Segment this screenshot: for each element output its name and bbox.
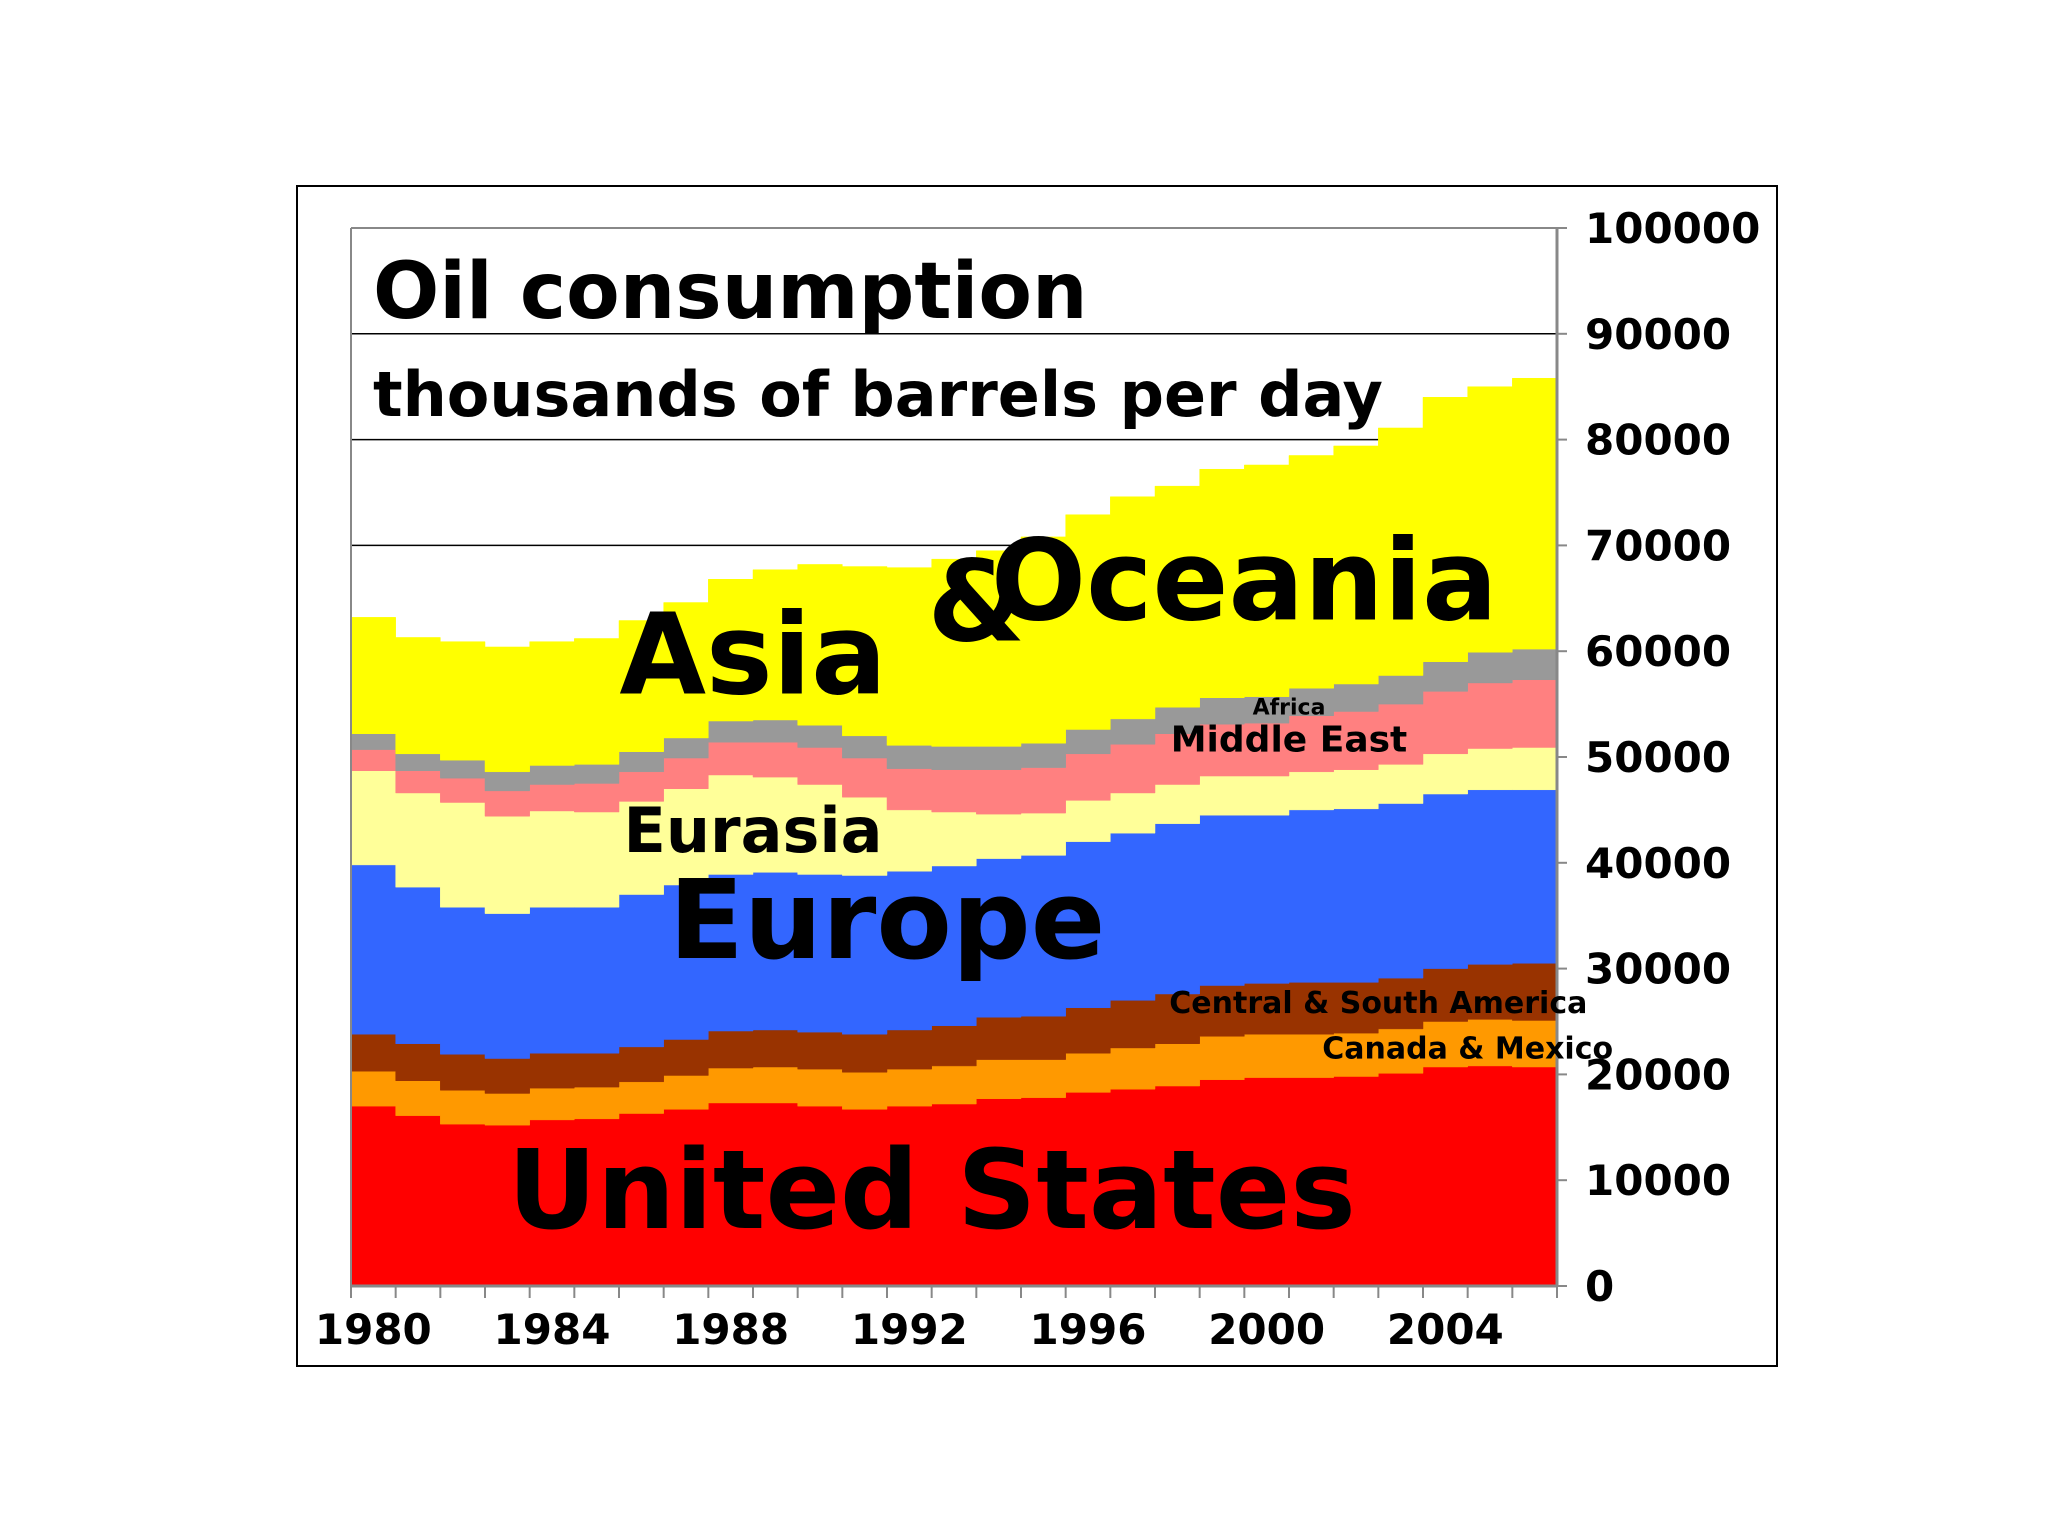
region-label-europe: Europe (669, 856, 1106, 984)
region-label-asia-word1: Asia (619, 591, 886, 721)
chart-title: Oil consumption (373, 247, 1088, 337)
y-tick-label: 0 (1585, 1262, 1614, 1311)
y-tick-label: 40000 (1585, 839, 1731, 888)
y-tick-label: 80000 (1585, 416, 1731, 465)
x-tick-label: 1996 (1030, 1305, 1147, 1354)
y-tick-label: 50000 (1585, 733, 1731, 782)
region-label-asia-amp: & (927, 538, 1025, 668)
y-tick-label: 60000 (1585, 627, 1731, 676)
y-axis-ticks: 0 10000 20000 30000 40000 50000 60000 70000 8000… (1557, 204, 1760, 1311)
y-tick-label: 30000 (1585, 945, 1731, 994)
y-tick-label: 20000 (1585, 1050, 1731, 1099)
region-label-middle-east: Middle East (1171, 720, 1408, 761)
x-tick-label: 1988 (672, 1305, 789, 1354)
chart-subtitle: thousands of barrels per day (373, 358, 1383, 431)
x-tick-label: 2004 (1387, 1305, 1504, 1354)
x-tick-label: 1984 (494, 1305, 611, 1354)
y-tick-label: 90000 (1585, 310, 1731, 359)
stacked-areas (350, 377, 1558, 1287)
x-tick-label: 1980 (315, 1305, 432, 1354)
y-tick-label: 70000 (1585, 521, 1731, 570)
x-tick-label: 2000 (1208, 1305, 1325, 1354)
region-label-central-south-america: Central & South America (1169, 986, 1587, 1021)
y-tick-label: 100000 (1585, 204, 1760, 253)
region-label-africa: Africa (1253, 696, 1326, 721)
x-tick-label: 1992 (851, 1305, 968, 1354)
x-axis-ticks: 1980 1984 1988 1992 1996 2000 2004 (315, 1286, 1558, 1354)
y-tick-label: 10000 (1585, 1156, 1731, 1205)
region-label-asia-word2: Oceania (991, 516, 1498, 646)
region-label-eurasia: Eurasia (624, 794, 883, 867)
region-label-united-states: United States (508, 1126, 1356, 1254)
region-label-canada-mexico: Canada & Mexico (1322, 1032, 1613, 1067)
